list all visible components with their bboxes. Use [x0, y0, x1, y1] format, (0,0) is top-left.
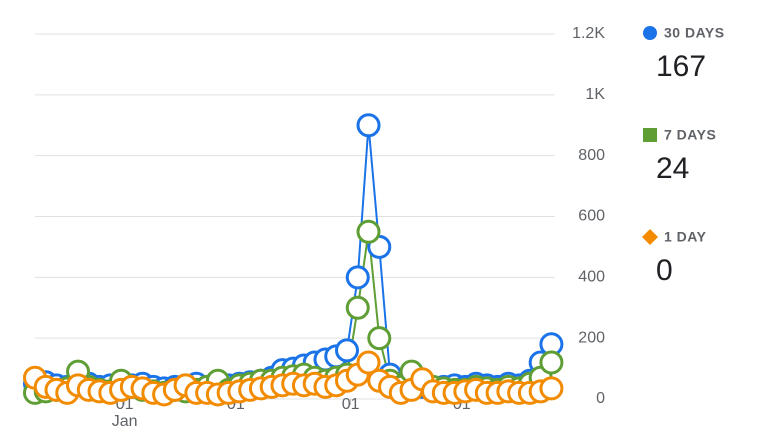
legend-value: 0 [656, 254, 673, 287]
legend-name: 1 DAY [664, 229, 707, 245]
data-point [345, 265, 370, 290]
data-point [345, 295, 370, 320]
x-tick-label: 01 [342, 396, 360, 413]
legend-marker [643, 26, 657, 40]
legend-marker [642, 229, 658, 245]
data-point [539, 376, 564, 401]
data-point [356, 113, 381, 138]
legend-name: 7 DAYS [664, 127, 716, 143]
data-point [356, 219, 381, 244]
legend-value: 167 [656, 50, 706, 83]
y-tick-label: 200 [578, 329, 605, 346]
y-tick-label: 400 [578, 269, 605, 286]
series-line [34, 125, 553, 390]
data-point [367, 326, 392, 351]
x-tick-sublabel: Jan [112, 413, 138, 430]
y-tick-label: 600 [578, 208, 605, 225]
y-tick-label: 1K [585, 86, 605, 103]
data-point [539, 350, 564, 375]
y-tick-label: 800 [578, 147, 605, 164]
data-point [335, 338, 359, 363]
y-tick-label: 1.2K [572, 25, 605, 42]
y-tick-label: 0 [596, 390, 605, 407]
legend-name: 30 DAYS [664, 25, 725, 41]
legend-marker [643, 128, 657, 142]
data-point [356, 350, 381, 375]
legend-value: 24 [656, 152, 689, 185]
